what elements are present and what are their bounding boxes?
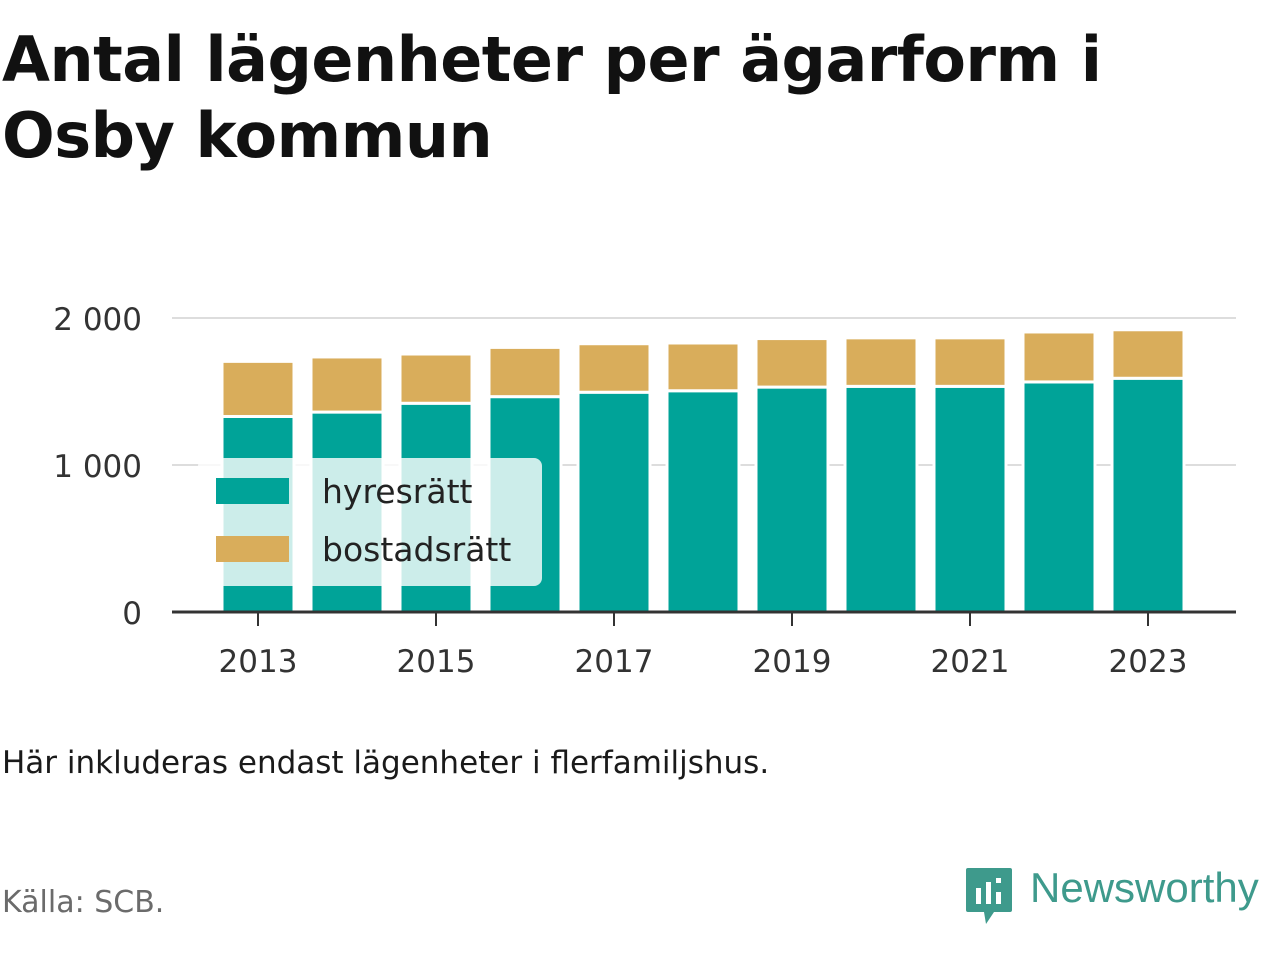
bar-bostadsratt (754, 337, 830, 389)
bar-hyresratt (843, 384, 919, 614)
bar-bostadsratt (932, 336, 1008, 388)
newsworthy-logo-icon (966, 868, 1012, 924)
bar-bostadsratt (398, 352, 474, 405)
x-tick-label: 2015 (397, 644, 476, 680)
chart-note: Här inkluderas endast lägenheter i flerf… (2, 745, 770, 781)
legend-swatch (216, 478, 289, 504)
brand-name: Newsworthy (1030, 864, 1259, 911)
x-tick-label: 2013 (219, 644, 298, 680)
bar-bostadsratt (843, 336, 919, 388)
y-tick-label: 1 000 (53, 449, 142, 485)
bar-bostadsratt (309, 355, 385, 414)
bar-bostadsratt (576, 342, 652, 394)
x-tick-label: 2023 (1109, 644, 1188, 680)
bar-bostadsratt (487, 345, 563, 399)
y-tick-label: 0 (122, 596, 142, 632)
bar-bostadsratt (220, 359, 296, 418)
legend-swatch (216, 536, 289, 562)
legend-label: hyresrätt (322, 472, 473, 511)
bar-hyresratt (665, 389, 741, 614)
x-tick-label: 2021 (931, 644, 1010, 680)
bar-hyresratt (576, 390, 652, 614)
bar-bostadsratt (1021, 330, 1097, 384)
source-text: Källa: SCB. (2, 885, 165, 920)
bar-hyresratt (754, 385, 830, 614)
x-tick-label: 2019 (753, 644, 832, 680)
bar-hyresratt (932, 384, 1008, 614)
y-tick-label: 2 000 (53, 302, 142, 338)
legend-label: bostadsrätt (322, 530, 511, 569)
x-tick-label: 2017 (575, 644, 654, 680)
bar-bostadsratt (1110, 328, 1186, 380)
newsworthy-brand: Newsworthy (964, 864, 1259, 928)
chart-title: Antal lägenheter per ägarform i Osby kom… (2, 23, 1102, 172)
bar-hyresratt (1110, 376, 1186, 614)
bar-bostadsratt (665, 341, 741, 393)
bar-hyresratt (1021, 380, 1097, 614)
